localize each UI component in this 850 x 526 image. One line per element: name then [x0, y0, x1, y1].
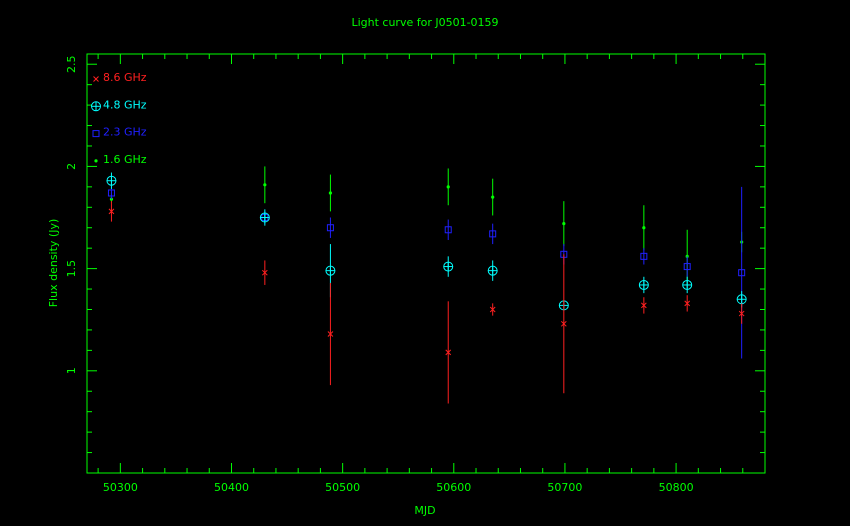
marker-stroke — [327, 331, 334, 337]
data-point — [682, 279, 693, 290]
x-tick-label: 50500 — [325, 481, 360, 494]
marker-stroke — [640, 302, 647, 309]
y-tick-label: 1.5 — [65, 260, 78, 278]
x-tick-label: 50400 — [214, 481, 249, 494]
axis-tick-labels: 50300 50400 50500 50600 50700 50800 1 1.5 2 2.5 — [65, 55, 694, 494]
x-tick-label: 50600 — [436, 481, 471, 494]
marker-stroke — [261, 269, 268, 276]
marker-square — [107, 189, 115, 197]
marker-square — [326, 224, 334, 232]
data-point — [683, 263, 691, 271]
data-point — [444, 226, 452, 234]
x-axis-label: MJD — [414, 504, 435, 517]
y-tick-label: 2 — [65, 163, 78, 170]
data-point — [443, 261, 454, 272]
marker-square — [444, 226, 452, 234]
data-point — [684, 300, 691, 307]
y-tick-label: 1 — [65, 367, 78, 374]
data-point — [738, 310, 745, 317]
data-point — [491, 195, 495, 199]
data-point — [261, 269, 268, 276]
marker-dot — [562, 222, 566, 226]
marker-dot — [642, 226, 646, 230]
marker-dot — [263, 183, 267, 187]
marker-stroke — [738, 310, 745, 317]
data-point — [328, 191, 333, 195]
data-point — [489, 306, 496, 313]
x-tick-label: 50800 — [659, 481, 694, 494]
legend: 8.6 GHz 4.8 GHz 2.3 GHz 1.6 GHz — [91, 71, 147, 166]
marker-dot — [94, 159, 98, 163]
marker-stroke — [684, 300, 691, 307]
data-point — [327, 331, 334, 337]
data-point — [259, 212, 270, 223]
marker-stroke — [489, 306, 496, 313]
data-point — [326, 224, 334, 232]
marker-square — [683, 263, 691, 271]
legend-label: 1.6 GHz — [103, 153, 147, 166]
y-axis-label: Flux density (Jy) — [47, 219, 60, 308]
legend-marker — [93, 76, 99, 82]
data-point — [642, 226, 646, 230]
marker-square — [640, 252, 648, 260]
marker-stroke — [560, 320, 567, 327]
data-point — [640, 302, 647, 309]
marker-stroke — [93, 76, 99, 82]
data-point — [489, 230, 497, 238]
series-8-6-ghz — [108, 201, 745, 404]
chart-title: Light curve for J0501-0159 — [351, 16, 498, 29]
legend-label: 8.6 GHz — [103, 71, 147, 84]
data-point — [106, 175, 117, 186]
data-point — [325, 265, 336, 276]
plot-frame — [86, 53, 766, 474]
legend-label: 2.3 GHz — [103, 126, 147, 139]
marker-stroke — [108, 208, 115, 215]
data-point — [446, 185, 450, 189]
data-series — [106, 166, 747, 404]
series-4-8-ghz — [106, 172, 747, 311]
data-point — [562, 222, 566, 226]
data-point — [736, 294, 747, 305]
data-point — [107, 189, 115, 197]
x-tick-label: 50300 — [103, 481, 138, 494]
marker-square — [92, 130, 100, 138]
data-point — [108, 208, 115, 215]
legend-marker — [94, 159, 98, 163]
marker-square — [738, 269, 746, 277]
marker-stroke — [445, 349, 452, 356]
x-tick-label: 50700 — [547, 481, 582, 494]
marker-dot — [328, 191, 333, 195]
data-point — [738, 269, 746, 277]
data-point — [445, 349, 452, 356]
y-tick-label: 2.5 — [65, 55, 78, 73]
data-point — [487, 265, 498, 276]
data-point — [263, 183, 267, 187]
legend-marker — [92, 130, 100, 138]
marker-square — [489, 230, 497, 238]
data-point — [560, 320, 567, 327]
marker-dot — [491, 195, 495, 199]
legend-label: 4.8 GHz — [103, 98, 147, 111]
data-point — [640, 252, 648, 260]
legend-marker — [91, 101, 101, 112]
marker-dot — [446, 185, 450, 189]
data-point — [638, 279, 649, 290]
